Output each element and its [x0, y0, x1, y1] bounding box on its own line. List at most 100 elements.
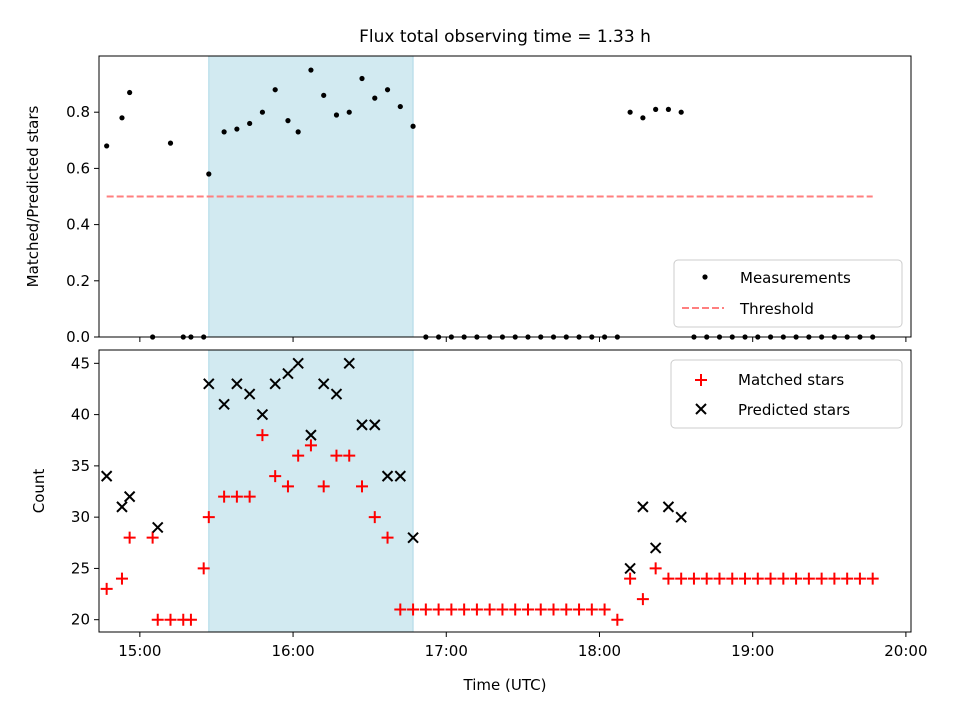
- top-x-axis: [139, 337, 907, 342]
- matched-star-point: [368, 511, 381, 524]
- matched-star-point: [751, 572, 764, 585]
- measurement-point: [333, 112, 340, 118]
- matched-star-point: [115, 572, 128, 585]
- matched-star-point: [764, 572, 777, 585]
- matched-star-point: [343, 449, 356, 462]
- measurement-point: [397, 103, 403, 110]
- bottom-y-axis-label: Count: [30, 469, 48, 514]
- predicted-star-point: [330, 388, 343, 400]
- measurement-point: [359, 75, 365, 82]
- measurement-point: [247, 120, 253, 127]
- matched-star-point: [802, 572, 815, 585]
- matched-star-point: [777, 572, 790, 585]
- y-tick-label: 45: [71, 354, 90, 372]
- predicted-star-point: [381, 470, 394, 482]
- predicted-star-point: [100, 470, 113, 482]
- matched-star-point: [483, 603, 496, 616]
- predicted-star-point: [269, 378, 281, 390]
- bottom-panel: 20 25 30 35 40 45 15:00 16:00 17:00 18:00 19:00 20…: [30, 349, 928, 694]
- predicted-star-point: [649, 542, 662, 554]
- predicted-star-point: [662, 501, 675, 513]
- matched-star-point: [256, 429, 269, 442]
- matched-star-point: [611, 613, 624, 626]
- matched-star-point: [230, 490, 243, 503]
- legend-measurements-marker: [702, 274, 708, 280]
- top-y-axis-label: Matched/Predicted stars: [24, 106, 42, 288]
- predicted-star-point: [343, 357, 355, 370]
- predicted-star-point: [305, 429, 317, 441]
- predicted-star-point: [256, 408, 269, 421]
- x-tick-label: 17:00: [425, 642, 468, 660]
- predicted-star-point: [394, 470, 407, 482]
- y-tick-label: 25: [71, 559, 90, 577]
- matched-star-point: [662, 572, 675, 585]
- measurement-point: [295, 129, 301, 135]
- y-tick-label: 35: [71, 457, 90, 475]
- measurement-point: [167, 140, 174, 146]
- x-tick-label: 16:00: [271, 642, 314, 660]
- matched-star-point: [202, 511, 215, 524]
- top-legend: Measurements Threshold: [673, 259, 903, 328]
- x-tick-label: 20:00: [884, 642, 927, 660]
- matched-star-point: [841, 572, 854, 585]
- x-axis-label: Time (UTC): [463, 676, 547, 694]
- top-y-axis: 0.0 0.2 0.4 0.6 0.8: [66, 103, 99, 346]
- bottom-axes-frame: [98, 349, 912, 633]
- matched-star-point: [330, 449, 343, 462]
- measurement-point: [321, 92, 327, 98]
- top-panel: 0.00.20.40.60.8 Matched/Predicted stars …: [24, 55, 912, 346]
- y-tick-label: 0.2: [66, 272, 90, 290]
- matched-star-point: [269, 470, 282, 483]
- x-tick-label: 15:00: [118, 642, 161, 660]
- matched-star-point: [458, 603, 471, 616]
- predicted-star-point: [218, 398, 230, 411]
- measurement-point: [285, 118, 291, 124]
- measurement-point: [410, 123, 416, 129]
- legend-predicted-marker: [695, 403, 707, 415]
- matched-star-point: [739, 572, 752, 585]
- legend-threshold-label: Threshold: [739, 300, 814, 318]
- matched-star-point: [509, 603, 522, 616]
- measurement-point: [221, 129, 227, 135]
- chart-title: Flux total observing time = 1.33 h: [359, 27, 651, 47]
- matched-star-point: [598, 603, 611, 616]
- matched-star-point: [828, 572, 841, 585]
- y-tick-label: 30: [71, 508, 90, 526]
- measurement-point: [346, 109, 352, 115]
- matched-star-point: [534, 603, 547, 616]
- measurement-point: [384, 87, 391, 93]
- predicted-star-point: [116, 501, 128, 513]
- matched-star-point: [649, 562, 662, 575]
- measurement-point: [678, 109, 684, 115]
- matched-star-point: [304, 439, 317, 452]
- matched-star-point: [164, 613, 177, 626]
- y-tick-label: 20: [71, 611, 90, 629]
- top-axes-frame: [98, 55, 912, 338]
- y-tick-label: 40: [71, 406, 90, 424]
- y-tick-label: 0.0: [66, 328, 90, 346]
- measurement-point: [372, 95, 378, 101]
- predicted-star-point: [282, 367, 294, 380]
- matched-star-point: [432, 603, 445, 616]
- matched-star-point: [407, 603, 420, 616]
- bottom-legend-box: [670, 359, 903, 429]
- matched-star-point: [547, 603, 560, 616]
- matched-star-point: [726, 572, 739, 585]
- predicted-star-point: [369, 419, 381, 431]
- matched-star-point: [218, 490, 231, 503]
- matched-star-point: [281, 480, 294, 493]
- legend-predicted-label: Predicted stars: [738, 401, 850, 419]
- predicted-star-point: [203, 378, 215, 390]
- matched-star-point: [585, 603, 598, 616]
- legend-matched-marker: [695, 374, 707, 386]
- bottom-y-axis: 20 25 30 35 40 45: [71, 354, 99, 629]
- measurement-point: [234, 126, 240, 132]
- y-tick-label: 0.8: [66, 103, 90, 121]
- matched-star-point: [394, 603, 407, 616]
- predicted-star-point: [356, 419, 368, 431]
- matched-star-point: [866, 572, 879, 585]
- measurement-point: [640, 115, 646, 121]
- matched-star-point: [815, 572, 828, 585]
- matched-star-point: [713, 572, 726, 585]
